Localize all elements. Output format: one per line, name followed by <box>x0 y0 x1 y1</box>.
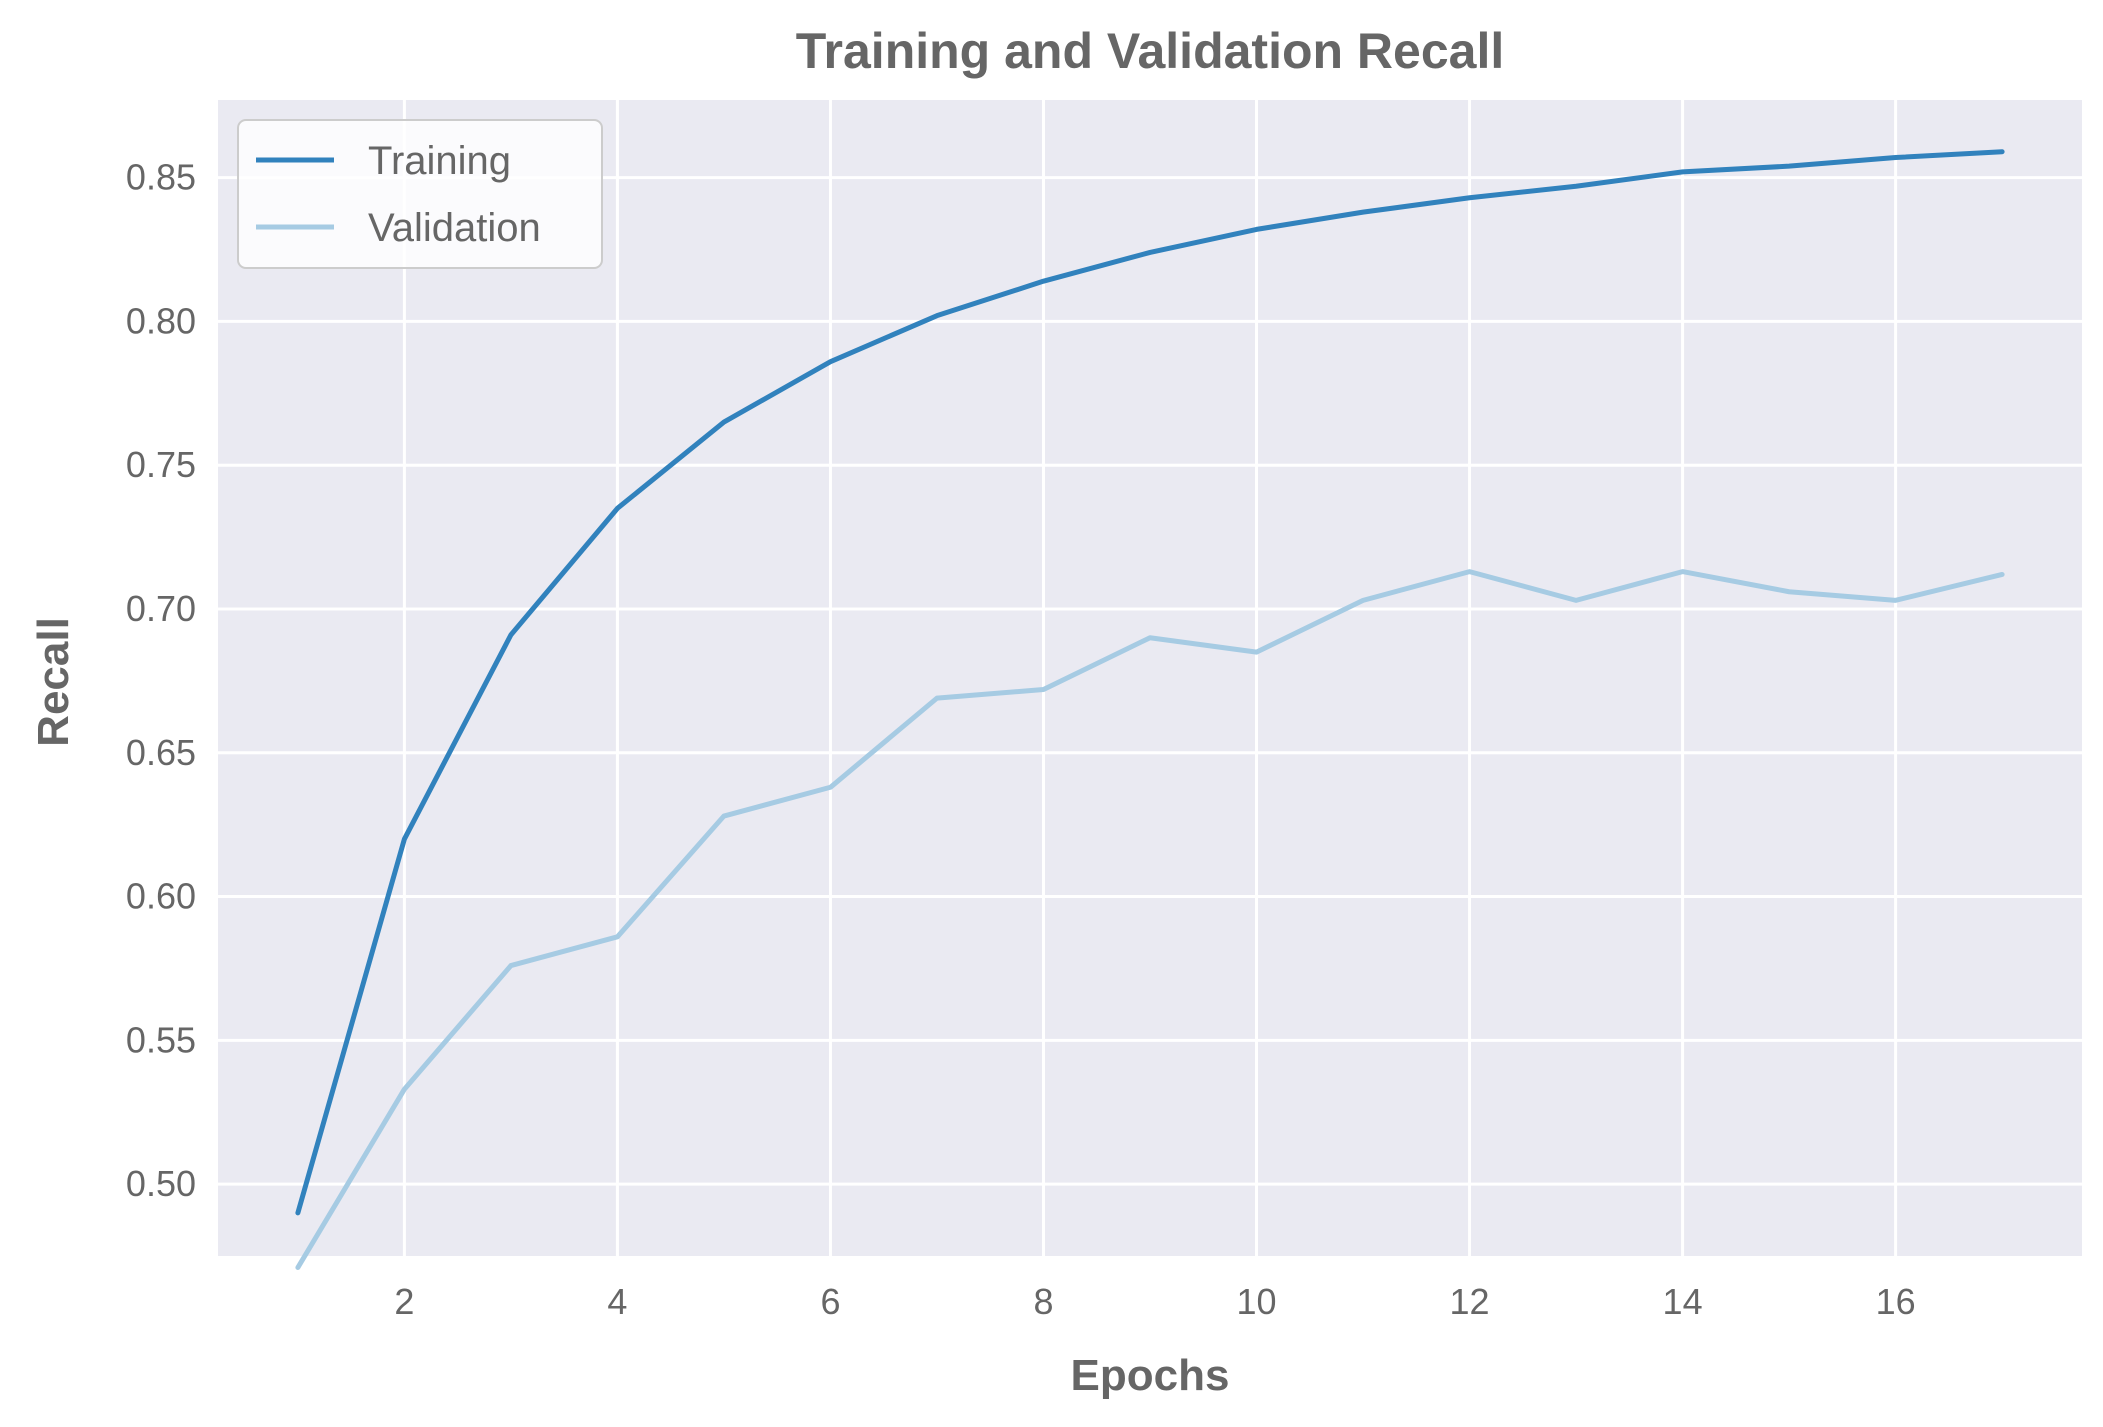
x-tick-label: 10 <box>1236 1281 1276 1322</box>
chart-title: Training and Validation Recall <box>796 23 1505 79</box>
x-tick-label: 14 <box>1663 1281 1703 1322</box>
y-tick-label: 0.55 <box>126 1019 196 1060</box>
x-tick-label: 4 <box>607 1281 627 1322</box>
x-tick-label: 8 <box>1033 1281 1053 1322</box>
x-tick-label: 12 <box>1450 1281 1490 1322</box>
y-tick-label: 0.50 <box>126 1163 196 1204</box>
x-tick-label: 16 <box>1876 1281 1916 1322</box>
legend-label-validation: Validation <box>368 206 541 250</box>
series-line-validation <box>295 569 2005 1271</box>
y-tick-label: 0.75 <box>126 444 196 485</box>
tick-labels: 2 4 6 8 10 12 14 16 0.50 0.55 0.60 0.65 0.70 0.75 0.80… <box>126 157 1916 1322</box>
x-tick-label: 6 <box>820 1281 840 1322</box>
y-axis-label: Recall <box>29 617 78 747</box>
series-lines <box>295 149 2005 1271</box>
y-tick-label: 0.60 <box>126 876 196 917</box>
x-tick-label: 2 <box>394 1281 414 1322</box>
grid-lines <box>218 100 2082 1256</box>
legend-label-training: Training <box>368 139 511 183</box>
y-tick-label: 0.70 <box>126 588 196 629</box>
series-line-training <box>295 149 2005 1216</box>
plot-area <box>218 100 2082 1256</box>
legend-box <box>237 119 603 269</box>
y-tick-label: 0.80 <box>126 300 196 341</box>
legend: Training Validation <box>237 119 603 269</box>
y-tick-label: 0.65 <box>126 732 196 773</box>
x-axis-label: Epochs <box>1071 1351 1230 1400</box>
y-tick-label: 0.85 <box>126 157 196 198</box>
